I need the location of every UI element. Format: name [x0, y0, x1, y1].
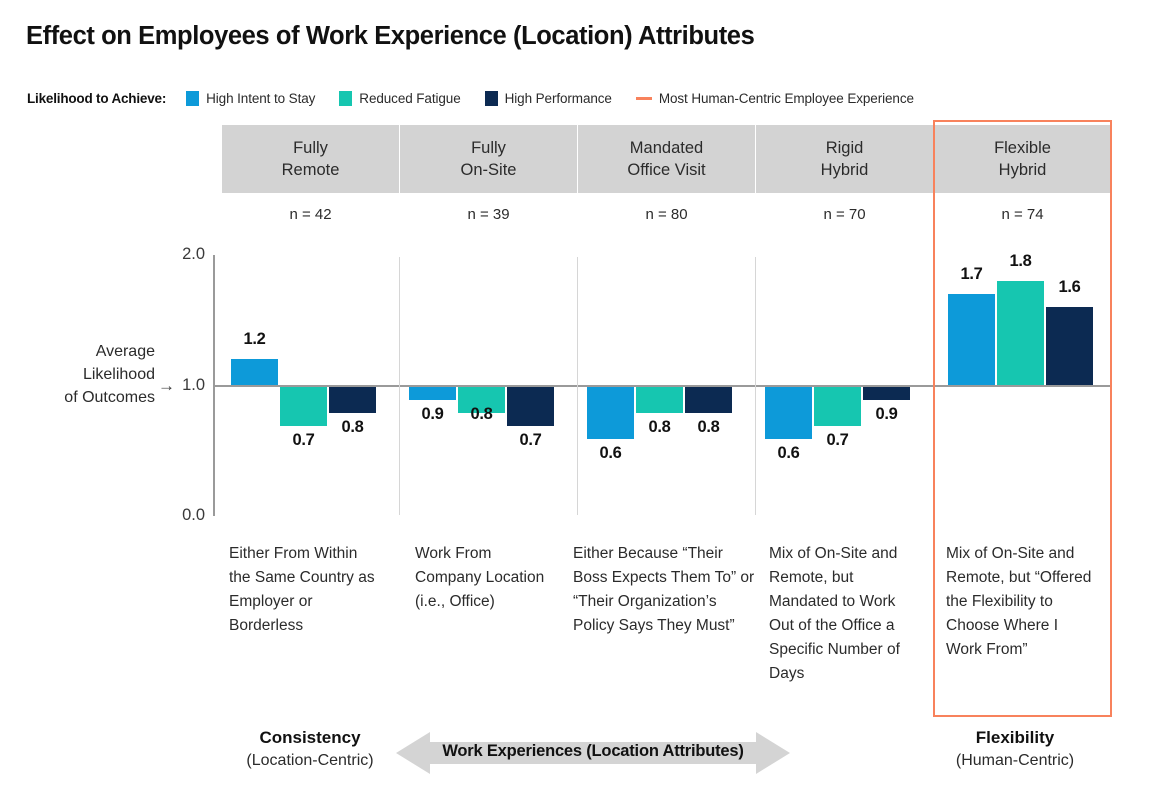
- legend-item-label: High Intent to Stay: [206, 90, 316, 106]
- category-header-line1: Fully: [471, 139, 506, 157]
- category-header-line1: Rigid: [825, 139, 864, 157]
- bar-value-label: 1.7: [960, 265, 983, 283]
- category-header-fully-remote: Fully Remote: [222, 125, 399, 193]
- category-header-line1: Mandated: [629, 139, 704, 157]
- page-title: Effect on Employees of Work Experience (…: [26, 22, 755, 50]
- sample-size-fully-on-site: n = 39: [467, 205, 510, 223]
- bar-value-label: 0.8: [697, 418, 720, 436]
- legend-title: Likelihood to Achieve:: [27, 90, 167, 106]
- y-tick-2: 2.0: [182, 245, 205, 263]
- bar-flexible-hybrid-high-performance[interactable]: [1046, 307, 1093, 385]
- sample-size-mandated-office-visit: n = 80: [645, 205, 688, 223]
- bar-rigid-hybrid-high-performance[interactable]: [863, 387, 910, 400]
- bar-value-label: 0.8: [470, 405, 493, 423]
- category-header-line2: Office Visit: [627, 161, 706, 179]
- y-axis-ticks: 2.0 1.0 0.0: [135, 0, 205, 803]
- category-description-flexible-hybrid: Mix of On-Site and Remote, but “Offered …: [946, 545, 1092, 658]
- legend-item-high-intent-to-stay: High Intent to Stay: [186, 90, 316, 106]
- legend-item-most-human-centric: Most Human-Centric Employee Experience: [635, 90, 914, 106]
- legend-item-label: Most Human-Centric Employee Experience: [658, 90, 914, 106]
- y-axis-arrow-icon: →: [158, 376, 175, 395]
- footer-left-title: Consistency: [259, 728, 361, 747]
- bar-value-label: 0.7: [826, 431, 849, 449]
- category-description-fully-on-site: Work From Company Location (i.e., Office…: [415, 545, 545, 610]
- bar-value-label: 0.6: [599, 444, 622, 462]
- bar-value-label: 0.7: [519, 431, 542, 449]
- highlight-separator-right: [1110, 120, 1112, 582]
- y-axis-label-line2: Likelihood: [82, 366, 155, 383]
- category-header-line2: Hybrid: [820, 161, 869, 179]
- footer-right-title: Flexibility: [975, 728, 1055, 747]
- bar-fully-remote-high-performance[interactable]: [329, 387, 376, 413]
- bar-fully-on-site-high-intent-to-stay[interactable]: [409, 387, 456, 400]
- category-description-fully-remote: Either From Within the Same Country as E…: [229, 545, 375, 634]
- footer-right-subtitle: (Human-Centric): [955, 752, 1075, 769]
- chart-legend: Likelihood to Achieve: High Intent to St…: [27, 88, 938, 108]
- column-separator: [399, 257, 400, 515]
- category-header-flexible-hybrid: Flexible Hybrid: [935, 125, 1110, 193]
- bar-fully-on-site-high-performance[interactable]: [507, 387, 554, 426]
- plot-area: 1.2 0.7 0.8 0.9 0.8 0.7 0.6 0.8 0.8 0.6 …: [213, 120, 1112, 582]
- bar-fully-on-site-reduced-fatigue[interactable]: [458, 387, 505, 413]
- legend-item-high-performance: High Performance: [484, 90, 612, 106]
- bar-flexible-hybrid-high-intent-to-stay[interactable]: [948, 294, 995, 385]
- footer-axis-band: Consistency (Location-Centric) Flexibili…: [0, 726, 1156, 796]
- legend-item-label: Reduced Fatigue: [359, 90, 461, 106]
- bar-value-label: 0.8: [341, 418, 364, 436]
- y-axis-label-line3: of Outcomes: [64, 389, 155, 406]
- bar-flexible-hybrid-reduced-fatigue[interactable]: [997, 281, 1044, 385]
- y-tick-1: 1.0: [182, 376, 205, 394]
- bar-value-label: 0.9: [421, 405, 444, 423]
- bar-mandated-office-visit-high-intent-to-stay[interactable]: [587, 387, 634, 439]
- y-axis-label-line1: Average: [95, 343, 155, 360]
- bar-rigid-hybrid-reduced-fatigue[interactable]: [814, 387, 861, 426]
- column-separator: [577, 257, 578, 515]
- category-header-fully-on-site: Fully On-Site: [400, 125, 577, 193]
- category-header-line2: Remote: [281, 161, 340, 179]
- sample-size-rigid-hybrid: n = 70: [823, 205, 866, 223]
- bar-value-label: 0.9: [875, 405, 898, 423]
- bar-fully-remote-reduced-fatigue[interactable]: [280, 387, 327, 426]
- baseline-1-0: [213, 385, 1112, 387]
- category-description-mandated-office-visit: Either Because “Their Boss Expects Them …: [573, 545, 755, 634]
- y-axis-label: Average Likelihood of Outcomes: [30, 340, 155, 409]
- legend-line-icon: [635, 96, 652, 100]
- category-header-line1: Fully: [293, 139, 328, 157]
- footer-arrow-label: Work Experiences (Location Attributes): [442, 742, 744, 760]
- column-separator: [755, 257, 756, 515]
- bar-value-label: 0.8: [648, 418, 671, 436]
- category-description-rigid-hybrid: Mix of On-Site and Remote, but Mandated …: [769, 545, 900, 682]
- sample-size-flexible-hybrid: n = 74: [1001, 205, 1044, 223]
- category-header-line2: Hybrid: [998, 161, 1047, 179]
- legend-swatch-icon: [339, 90, 353, 106]
- category-header-line2: On-Site: [460, 161, 517, 179]
- category-header-rigid-hybrid: Rigid Hybrid: [756, 125, 933, 193]
- category-header-line1: Flexible: [994, 139, 1051, 157]
- legend-swatch-icon: [186, 90, 200, 106]
- double-arrow-icon: [396, 732, 790, 774]
- footer-left-consistency: Consistency (Location-Centric): [210, 726, 410, 772]
- legend-swatch-icon: [484, 90, 498, 106]
- bar-value-label: 1.2: [243, 330, 266, 348]
- highlight-separator-left: [933, 120, 935, 582]
- bar-fully-remote-high-intent-to-stay[interactable]: [231, 359, 278, 385]
- bar-value-label: 0.7: [292, 431, 315, 449]
- legend-item-reduced-fatigue: Reduced Fatigue: [339, 90, 461, 106]
- legend-item-label: High Performance: [504, 90, 612, 106]
- bar-value-label: 0.6: [777, 444, 800, 462]
- bar-mandated-office-visit-high-performance[interactable]: [685, 387, 732, 413]
- y-tick-0: 0.0: [182, 506, 205, 524]
- bar-value-label: 1.8: [1009, 252, 1032, 270]
- footer-right-flexibility: Flexibility (Human-Centric): [915, 726, 1115, 772]
- bar-value-label: 1.6: [1058, 278, 1081, 296]
- bar-mandated-office-visit-reduced-fatigue[interactable]: [636, 387, 683, 413]
- bar-rigid-hybrid-high-intent-to-stay[interactable]: [765, 387, 812, 439]
- category-header-mandated-office-visit: Mandated Office Visit: [578, 125, 755, 193]
- footer-left-subtitle: (Location-Centric): [246, 752, 374, 769]
- sample-size-fully-remote: n = 42: [289, 205, 332, 223]
